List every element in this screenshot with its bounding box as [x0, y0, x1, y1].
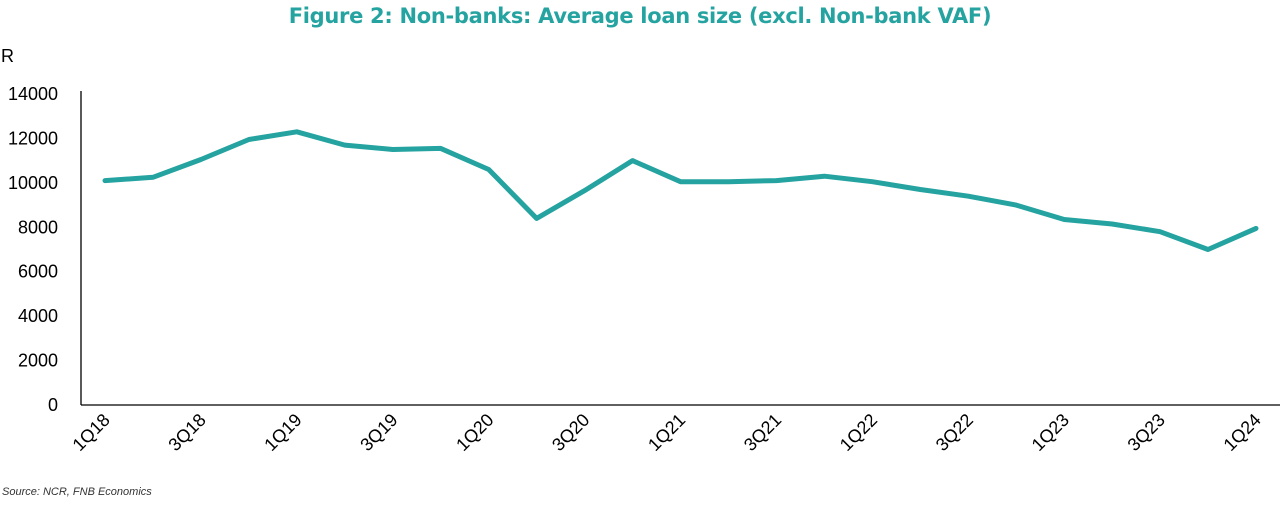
- x-tick-label: 3Q19: [356, 410, 401, 455]
- x-tick-label: 1Q21: [644, 410, 689, 455]
- chart-title: Figure 2: Non-banks: Average loan size (…: [288, 4, 992, 28]
- x-tick-label: 1Q24: [1220, 410, 1265, 455]
- series-line: [102, 129, 1259, 252]
- y-axis-ticks: 0 2000 4000 6000 8000 10000 12000 14000: [8, 84, 58, 415]
- x-tick-label: 3Q21: [740, 410, 785, 455]
- y-tick-label: 8000: [18, 217, 58, 237]
- x-tick-label: 3Q23: [1124, 410, 1169, 455]
- x-tick-label: 3Q22: [932, 410, 977, 455]
- y-axis-unit-label: R: [1, 46, 14, 66]
- x-tick-label: 1Q18: [69, 410, 114, 455]
- source-note: Source: NCR, FNB Economics: [2, 486, 152, 498]
- x-tick-label: 1Q22: [836, 410, 881, 455]
- x-tick-label: 3Q18: [164, 410, 209, 455]
- x-tick-label: 3Q20: [548, 410, 593, 455]
- y-tick-label: 2000: [18, 351, 58, 371]
- x-tick-label: 1Q19: [260, 410, 305, 455]
- x-tick-label: 1Q23: [1028, 410, 1073, 455]
- x-tick-label: 1Q20: [452, 410, 497, 455]
- y-tick-label: 0: [48, 395, 58, 415]
- y-tick-label: 10000: [8, 173, 58, 193]
- y-tick-label: 12000: [8, 128, 58, 148]
- y-tick-label: 4000: [18, 306, 58, 326]
- x-axis-ticks: 1Q18 3Q18 1Q19 3Q19 1Q20 3Q20 1Q21 3Q21 1Q22 3Q22…: [69, 410, 1265, 455]
- y-tick-label: 6000: [18, 262, 58, 282]
- y-tick-label: 14000: [8, 84, 58, 104]
- line-chart: R 0 2000 4000 6000 8000 10000 12000 14000 1Q18 3…: [1, 46, 1280, 455]
